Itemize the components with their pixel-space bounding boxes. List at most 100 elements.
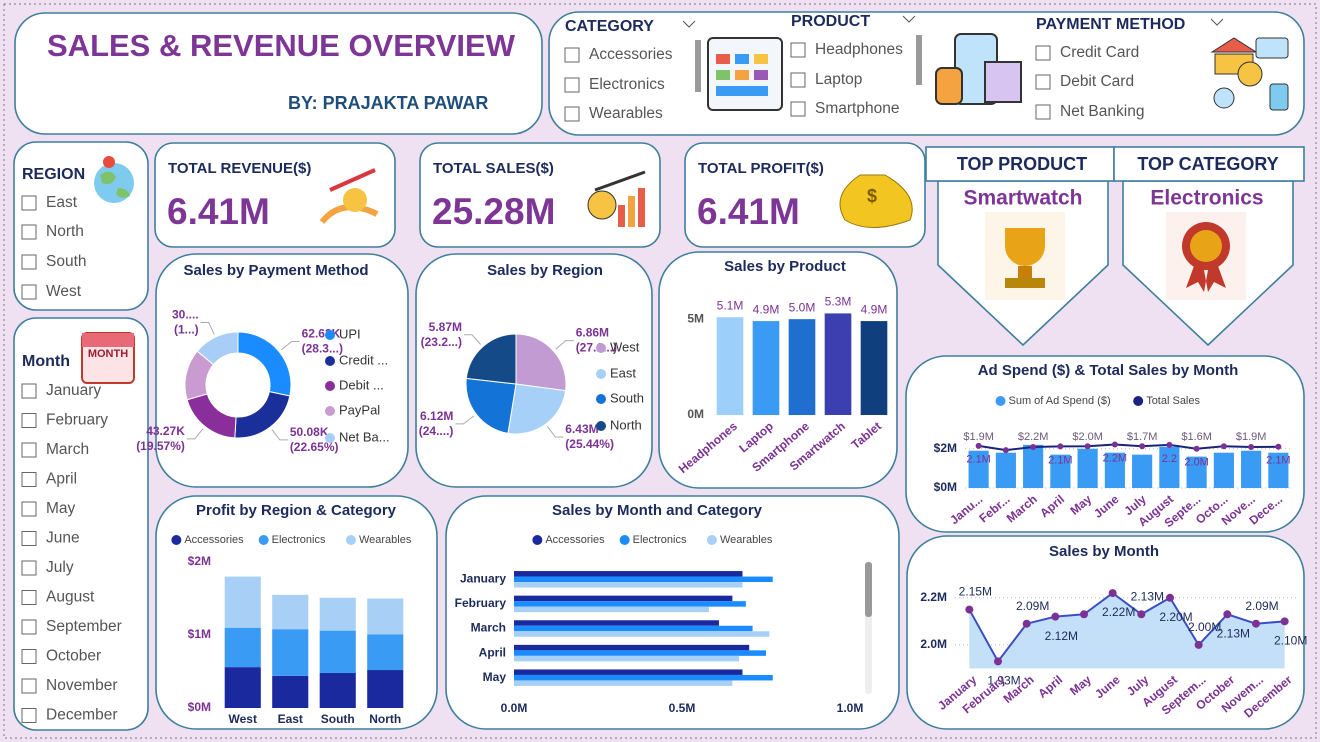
- checkbox[interactable]: [21, 224, 37, 240]
- legend-label[interactable]: Wearables: [359, 534, 412, 546]
- legend-label[interactable]: Total Sales: [1146, 395, 1200, 407]
- checkbox[interactable]: [21, 501, 37, 517]
- bar-segment[interactable]: [272, 629, 309, 676]
- checkbox[interactable]: [564, 77, 580, 93]
- filter-option[interactable]: Debit Card: [1060, 73, 1134, 90]
- point[interactable]: [1193, 445, 1200, 452]
- bar-segment[interactable]: [319, 597, 356, 631]
- bar[interactable]: [752, 321, 780, 415]
- checkbox[interactable]: [790, 72, 806, 88]
- filter-option[interactable]: May: [46, 500, 76, 517]
- bar[interactable]: [995, 452, 1016, 488]
- legend-label[interactable]: Accessories: [184, 534, 244, 546]
- point[interactable]: [1166, 593, 1174, 602]
- bar[interactable]: [514, 655, 740, 662]
- bar-segment[interactable]: [367, 634, 404, 671]
- filter-option[interactable]: Smartphone: [815, 100, 899, 117]
- bar[interactable]: [1186, 456, 1207, 488]
- point[interactable]: [1108, 589, 1117, 598]
- point[interactable]: [1022, 619, 1031, 628]
- bar-segment[interactable]: [367, 598, 404, 635]
- bar-segment[interactable]: [319, 630, 356, 673]
- point[interactable]: [965, 605, 974, 614]
- filter-option[interactable]: April: [46, 471, 77, 488]
- bar-segment[interactable]: [224, 627, 261, 668]
- filter-option[interactable]: East: [46, 194, 78, 211]
- bar[interactable]: [1077, 448, 1098, 488]
- point[interactable]: [1002, 447, 1009, 454]
- legend-label[interactable]: South: [610, 390, 644, 405]
- bar[interactable]: [514, 625, 753, 632]
- filter-option[interactable]: July: [46, 559, 74, 576]
- bar[interactable]: [514, 620, 719, 626]
- filter-option[interactable]: North: [46, 223, 84, 240]
- point[interactable]: [1057, 443, 1064, 450]
- legend-label[interactable]: UPI: [339, 326, 361, 341]
- bar[interactable]: [968, 450, 989, 488]
- filter-option[interactable]: January: [46, 382, 101, 399]
- checkbox[interactable]: [21, 383, 37, 399]
- bar[interactable]: [514, 571, 743, 577]
- legend-label[interactable]: Wearables: [720, 534, 773, 546]
- filter-option[interactable]: Net Banking: [1060, 103, 1144, 120]
- legend-label[interactable]: Accessories: [545, 534, 605, 546]
- legend-label[interactable]: Electronics: [272, 534, 326, 546]
- bar-segment[interactable]: [272, 675, 309, 708]
- checkbox[interactable]: [21, 619, 37, 635]
- checkbox[interactable]: [790, 101, 806, 117]
- point[interactable]: [1137, 610, 1146, 619]
- bar[interactable]: [1132, 454, 1153, 488]
- bar-segment[interactable]: [224, 576, 261, 628]
- point[interactable]: [1139, 443, 1146, 450]
- checkbox[interactable]: [21, 284, 37, 300]
- bar[interactable]: [1213, 452, 1234, 488]
- point[interactable]: [994, 657, 1002, 666]
- legend-label[interactable]: Credit ...: [339, 352, 388, 367]
- bar[interactable]: [514, 595, 733, 602]
- filter-option[interactable]: South: [46, 253, 87, 270]
- legend-label[interactable]: Net Ba...: [339, 429, 390, 444]
- checkbox[interactable]: [21, 195, 37, 211]
- bar[interactable]: [716, 317, 744, 415]
- checkbox[interactable]: [21, 560, 37, 576]
- point[interactable]: [1080, 610, 1088, 619]
- checkbox[interactable]: [21, 649, 37, 664]
- dropdown-chevron[interactable]: [902, 15, 916, 23]
- bar[interactable]: [1104, 452, 1125, 488]
- bar[interactable]: [1023, 444, 1044, 488]
- checkbox[interactable]: [21, 708, 37, 723]
- bar[interactable]: [514, 669, 743, 675]
- bar-segment[interactable]: [319, 672, 356, 708]
- filter-option[interactable]: September: [46, 618, 122, 635]
- bar[interactable]: [1268, 452, 1289, 488]
- bar[interactable]: [860, 321, 888, 415]
- point[interactable]: [1248, 444, 1255, 451]
- point[interactable]: [1220, 443, 1227, 450]
- bar[interactable]: [514, 601, 746, 607]
- checkbox[interactable]: [21, 590, 37, 605]
- point[interactable]: [1223, 610, 1232, 619]
- checkbox[interactable]: [564, 47, 580, 63]
- point[interactable]: [1252, 619, 1260, 628]
- checkbox[interactable]: [1035, 104, 1051, 120]
- checkbox[interactable]: [21, 413, 37, 428]
- bar[interactable]: [514, 650, 766, 656]
- checkbox[interactable]: [21, 472, 37, 487]
- legend-label[interactable]: Debit ...: [339, 377, 384, 392]
- legend-label[interactable]: Electronics: [633, 534, 687, 546]
- bar[interactable]: [514, 674, 773, 681]
- filter-option[interactable]: December: [46, 707, 118, 724]
- point[interactable]: [1166, 441, 1173, 448]
- filter-option[interactable]: Laptop: [815, 71, 862, 88]
- slice[interactable]: [196, 331, 239, 366]
- slice[interactable]: [515, 333, 567, 392]
- bar[interactable]: [788, 319, 816, 415]
- slice[interactable]: [465, 333, 517, 385]
- point[interactable]: [1030, 444, 1037, 451]
- checkbox[interactable]: [21, 531, 37, 546]
- point[interactable]: [975, 442, 982, 449]
- checkbox[interactable]: [21, 442, 37, 458]
- filter-option[interactable]: June: [46, 530, 80, 547]
- checkbox[interactable]: [564, 106, 580, 122]
- bar[interactable]: [824, 313, 852, 415]
